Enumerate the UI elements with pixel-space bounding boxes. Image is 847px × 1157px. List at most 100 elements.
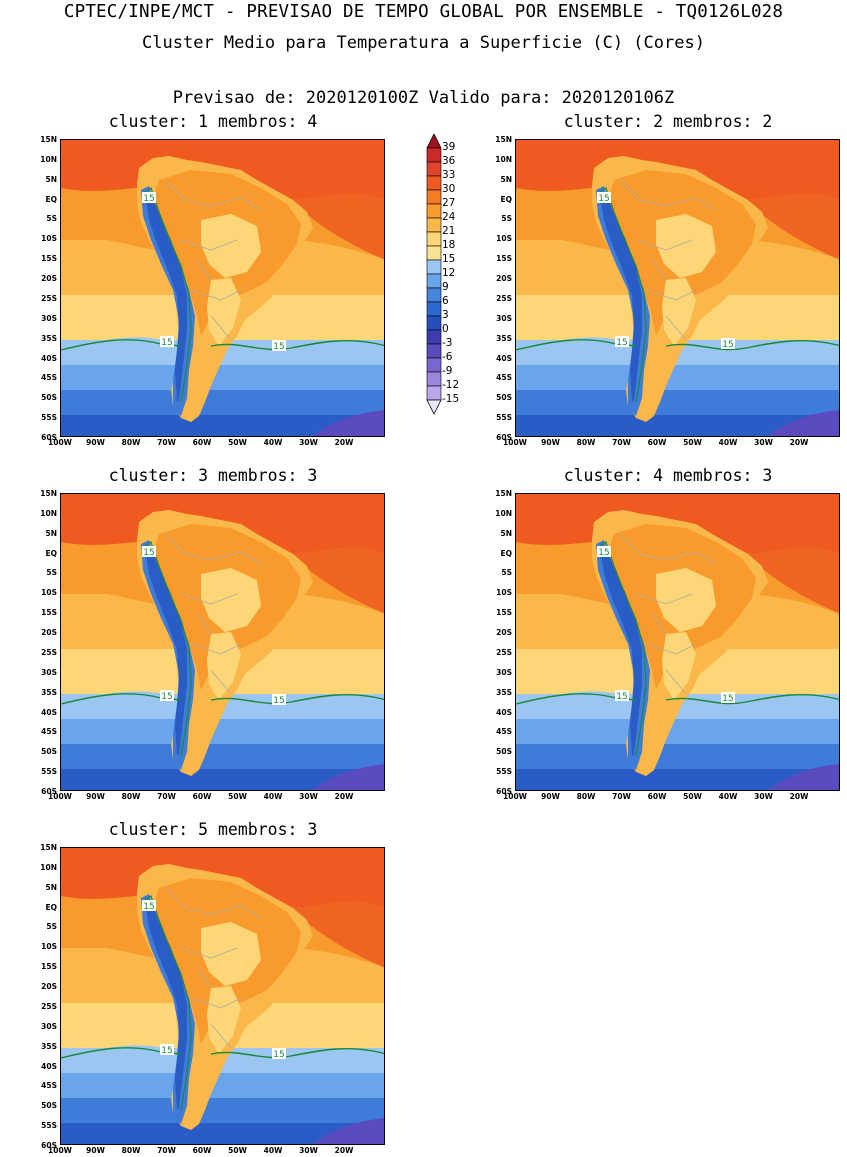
lat-tick-label: 50S (41, 747, 57, 757)
lon-tick-label: 40W (718, 438, 738, 447)
lon-tick-label: 70W (157, 438, 176, 447)
lat-tick-label: 45S (41, 1081, 57, 1091)
contour-label-bg (615, 690, 629, 701)
lon-tick-label: 40W (263, 1146, 283, 1155)
lon-tick-label: 100W (503, 438, 527, 447)
colorbar-swatch (426, 315, 442, 331)
lat-tick-label: 60S (41, 433, 57, 442)
contour-label: 15 (598, 548, 609, 558)
contour-line-15 (61, 339, 384, 351)
lat-tick-label: 10S (41, 942, 57, 952)
country-borders (164, 887, 262, 1049)
lat-tick-label: EQ (45, 548, 58, 558)
colorbar-label: 36 (442, 155, 456, 167)
lat-tick-label: 35S (496, 333, 512, 343)
lat-tick-label: 15S (496, 608, 512, 618)
lat-tick-label: 40S (41, 707, 57, 717)
colorbar-swatch (426, 273, 442, 289)
lat-tick-label: EQ (45, 902, 58, 912)
lon-tick-label: 60W (192, 792, 212, 801)
cold-corner (313, 764, 384, 790)
contour-label: 15 (616, 338, 627, 348)
lon-tick-label: 90W (86, 438, 105, 447)
lat-tick-label: 35S (496, 687, 512, 697)
colorbar-label: -6 (442, 351, 453, 363)
andes-deep-strip (145, 546, 187, 756)
lat-tick-label: EQ (500, 194, 513, 204)
colorbar-swatch (426, 161, 442, 177)
contour-label-bg (160, 1044, 174, 1055)
lat-tick-label: 40S (496, 707, 512, 717)
lat-tick-label: 45S (496, 727, 512, 737)
figure-title: CPTEC/INPE/MCT - PREVISAO DE TEMPO GLOBA… (63, 2, 784, 22)
lat-tick-label: 35S (41, 333, 57, 343)
colorbar-swatch (426, 231, 442, 247)
lon-tick-label: 100W (48, 1146, 72, 1155)
lat-tick-label: 5S (501, 568, 512, 578)
lat-tick-label: 15S (496, 254, 512, 264)
colorbar-label: -3 (442, 337, 453, 349)
temp-band (61, 415, 384, 436)
lat-tick-label: 55S (496, 413, 512, 423)
contour-label-bg (142, 900, 156, 911)
lat-tick-label: 30S (496, 667, 512, 677)
lon-tick-label: 40W (718, 792, 738, 801)
lon-tick-label: 80W (576, 438, 596, 447)
colorbar-swatch (426, 385, 442, 401)
map-panel-4: 15 15 15 (515, 493, 840, 791)
contour-label: 15 (616, 692, 627, 702)
map-panel-5: 15 15 15 (60, 847, 385, 1145)
temp-band (61, 1123, 384, 1144)
lon-tick-label: 100W (48, 792, 72, 801)
warm-region (61, 237, 384, 260)
colorbar-bottom-arrow (426, 399, 442, 415)
colorbar-label: 30 (442, 183, 456, 195)
land-temp-zone (201, 214, 261, 278)
lat-tick-label: 30S (41, 313, 57, 323)
lat-tick-label: 5N (45, 882, 58, 892)
andes-deep-strip (600, 192, 642, 402)
contour-label: 15 (143, 548, 154, 558)
panel-title-2: cluster: 2 membros: 2 (563, 112, 773, 131)
colorbar-swatch (426, 175, 442, 191)
temp-band (61, 365, 384, 390)
contour-line-15 (61, 1047, 384, 1059)
lon-tick-label: 60W (647, 438, 667, 447)
map-panel-1: 15 15 15 (60, 139, 385, 437)
colorbar-label: 24 (442, 211, 456, 223)
lat-tick-label: 15N (40, 489, 57, 498)
lat-tick-label: 5S (46, 568, 57, 578)
lon-tick-label: 90W (541, 792, 560, 801)
hot-atlantic (746, 170, 839, 260)
lon-tick-label: 80W (121, 1146, 141, 1155)
colorbar-label: 6 (442, 295, 449, 307)
contour-label: 15 (143, 194, 154, 204)
lat-tick-label: EQ (500, 548, 513, 558)
colorbar (426, 134, 442, 415)
contour-label: 15 (722, 340, 733, 350)
lat-tick-label: 60S (41, 1141, 57, 1150)
lon-tick-label: 20W (789, 792, 809, 801)
cold-corner (768, 410, 839, 436)
colorbar-label: 0 (442, 323, 449, 335)
lon-tick-label: 100W (48, 438, 72, 447)
lat-tick-label: 35S (41, 687, 57, 697)
lon-tick-label: 50W (228, 438, 247, 447)
country-borders (619, 533, 717, 695)
contour-label-bg (160, 336, 174, 347)
temp-band (516, 390, 839, 415)
lat-tick-label: 60S (41, 787, 57, 796)
lat-tick-label: 15N (40, 843, 57, 852)
lat-tick-label: 50S (41, 393, 57, 403)
contour-line-15 (516, 339, 839, 351)
hot-atlantic (291, 524, 384, 614)
warm-region (61, 945, 384, 968)
panel-title-1: cluster: 1 membros: 4 (108, 112, 318, 131)
temp-band (61, 719, 384, 744)
cold-corner (313, 1118, 384, 1144)
lat-tick-label: 50S (41, 1101, 57, 1111)
lat-tick-label: 55S (41, 1121, 57, 1131)
lon-tick-label: 50W (228, 792, 247, 801)
lon-tick-label: 90W (541, 438, 560, 447)
warm-region (61, 591, 384, 614)
